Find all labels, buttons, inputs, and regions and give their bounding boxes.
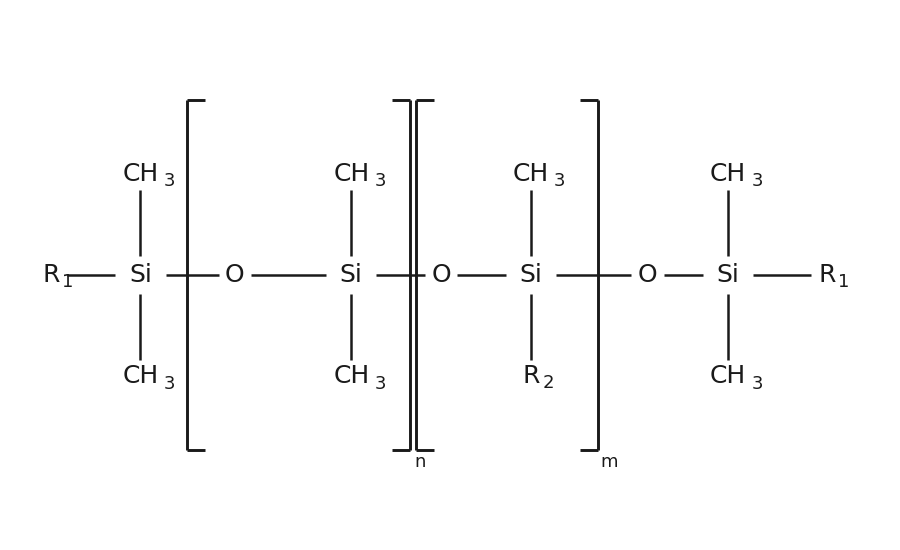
Text: 3: 3 (752, 173, 763, 190)
Text: 3: 3 (164, 173, 176, 190)
Text: m: m (600, 453, 618, 471)
Text: CH: CH (122, 162, 158, 186)
Text: 3: 3 (752, 375, 763, 393)
Text: O: O (637, 263, 657, 287)
Text: 3: 3 (374, 375, 386, 393)
Text: 1: 1 (839, 273, 850, 291)
Text: 3: 3 (374, 173, 386, 190)
Text: CH: CH (710, 364, 746, 388)
Text: Si: Si (340, 263, 363, 287)
Text: R: R (522, 364, 539, 388)
Text: CH: CH (513, 162, 549, 186)
Text: Si: Si (129, 263, 152, 287)
Text: R: R (818, 263, 835, 287)
Text: 1: 1 (62, 273, 74, 291)
Text: O: O (225, 263, 245, 287)
Text: 3: 3 (554, 173, 565, 190)
Text: 3: 3 (164, 375, 176, 393)
Text: O: O (431, 263, 451, 287)
Text: Si: Si (716, 263, 740, 287)
Text: R: R (42, 263, 59, 287)
Text: Si: Si (519, 263, 542, 287)
Text: CH: CH (122, 364, 158, 388)
Text: CH: CH (333, 364, 369, 388)
Text: 2: 2 (543, 375, 553, 392)
Text: n: n (414, 453, 426, 471)
Text: CH: CH (710, 162, 746, 186)
Text: CH: CH (333, 162, 369, 186)
